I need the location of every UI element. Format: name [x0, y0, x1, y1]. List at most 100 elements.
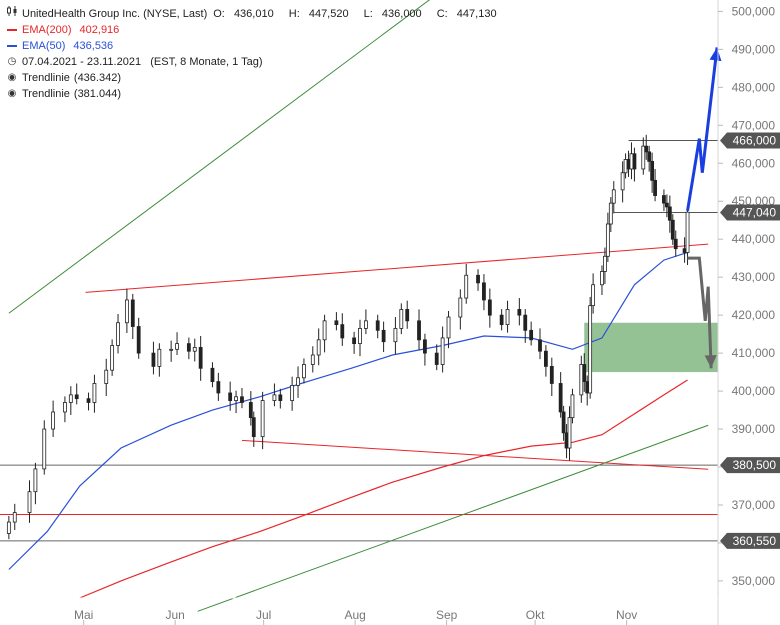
candle-body — [558, 383, 563, 413]
y-tick-label: 500,000 — [732, 4, 776, 18]
trendline — [241, 439, 709, 470]
candle-body — [591, 284, 596, 307]
candle-body — [272, 394, 277, 401]
price-axis: 350,000360,000370,000380,000390,000400,0… — [717, 0, 776, 625]
high-value: H: 447,520 — [288, 8, 349, 20]
candle-body — [42, 428, 47, 470]
candle-body — [644, 145, 649, 153]
candle-body — [600, 271, 604, 286]
price-tag-label: 380,500 — [733, 458, 777, 472]
x-tick-label: Mai — [74, 608, 93, 622]
x-tick-label: Sep — [436, 608, 458, 622]
candle-body — [260, 400, 265, 438]
candle-body — [538, 339, 542, 352]
ema200-line — [79, 379, 688, 599]
candle-body — [682, 248, 687, 253]
candle-body — [240, 396, 244, 403]
open-value: O: 436,010 — [213, 8, 274, 20]
candle-body — [505, 309, 510, 326]
candle-body — [458, 297, 463, 318]
ohlc-values: O: 436,010 H: 447,520 L: 436,000 C: 447,… — [213, 6, 508, 22]
bullish-arrow-path — [686, 47, 719, 211]
y-tick-label: 460,000 — [732, 156, 776, 170]
price-tag — [720, 132, 780, 149]
candle-body — [603, 255, 607, 272]
candle-body — [564, 432, 569, 449]
trendline-2-value: (381.044) — [73, 88, 121, 100]
candle-body — [216, 381, 221, 394]
candle-body — [647, 151, 652, 162]
scenario-arrows — [686, 47, 722, 369]
candle-body — [653, 179, 657, 196]
candle-body — [629, 153, 634, 170]
x-tick-label: Jul — [256, 608, 271, 622]
candle-body — [296, 377, 300, 386]
candle-body — [673, 238, 678, 250]
trendline-2-label: Trendlinie — [22, 88, 70, 100]
candle-body — [523, 314, 528, 331]
candle-body — [664, 202, 669, 208]
candle-body — [499, 314, 504, 326]
support-zone — [584, 322, 718, 373]
candle-body — [608, 202, 613, 225]
candle-body — [51, 411, 56, 430]
candle-body — [423, 339, 427, 354]
y-tick-label: 430,000 — [732, 270, 776, 284]
low-value: L: 436,000 — [363, 8, 422, 20]
candlestick-icon — [6, 6, 18, 22]
trendline — [197, 424, 709, 612]
candle-body — [611, 189, 616, 204]
candle-body — [334, 320, 339, 326]
price-tag — [720, 532, 780, 549]
x-tick-label: Okt — [526, 608, 545, 622]
y-tick-label: 370,000 — [732, 498, 776, 512]
candle-body — [529, 329, 534, 341]
price-tag — [720, 457, 780, 474]
candle-body — [685, 211, 690, 253]
candle-body — [440, 337, 445, 365]
candle-body — [322, 320, 327, 341]
candle-body — [405, 309, 410, 322]
candle-body — [662, 195, 666, 204]
y-tick-label: 420,000 — [732, 308, 776, 322]
ema-lines — [8, 251, 688, 599]
candle-body — [248, 402, 253, 419]
ema200-value: 402,916 — [79, 24, 120, 36]
candle-body — [169, 348, 174, 351]
candle-body — [393, 328, 398, 343]
legend-title-row: UnitedHealth Group Inc. (NYSE, Last) O: … — [6, 6, 509, 22]
candle-body — [124, 299, 129, 324]
candle-body — [340, 324, 345, 339]
trendline — [85, 243, 709, 293]
ema50-value: 436,536 — [73, 40, 114, 52]
candle-body — [92, 383, 97, 403]
y-tick-label: 400,000 — [732, 384, 776, 398]
x-tick-label: Aug — [344, 608, 365, 622]
candle-body — [151, 352, 156, 367]
candle-body — [446, 316, 451, 339]
candle-body — [585, 381, 590, 394]
candle-body — [641, 145, 646, 170]
candle-body — [632, 153, 637, 170]
y-tick-label: 470,000 — [732, 118, 776, 132]
ema200-label: EMA(200) — [22, 24, 72, 36]
candle-body — [104, 369, 109, 384]
candle-body — [364, 320, 368, 329]
y-tick-label: 390,000 — [732, 422, 776, 436]
price-tag-label: 360,550 — [733, 534, 777, 548]
candle-body — [192, 347, 197, 352]
candle-body — [670, 219, 675, 240]
candle-body — [198, 347, 203, 369]
trendline-1-label: Trendlinie — [22, 72, 70, 84]
candle-body — [549, 365, 554, 384]
candle-body — [623, 159, 628, 174]
candle-body — [86, 398, 91, 403]
candle-body — [567, 417, 572, 449]
candle-body — [375, 320, 380, 331]
target-icon: ◉ — [7, 88, 17, 99]
candles — [6, 134, 690, 540]
ema50-swatch — [7, 45, 17, 47]
trendline-1-value: (436.342) — [73, 72, 121, 84]
candle-body — [234, 396, 238, 401]
